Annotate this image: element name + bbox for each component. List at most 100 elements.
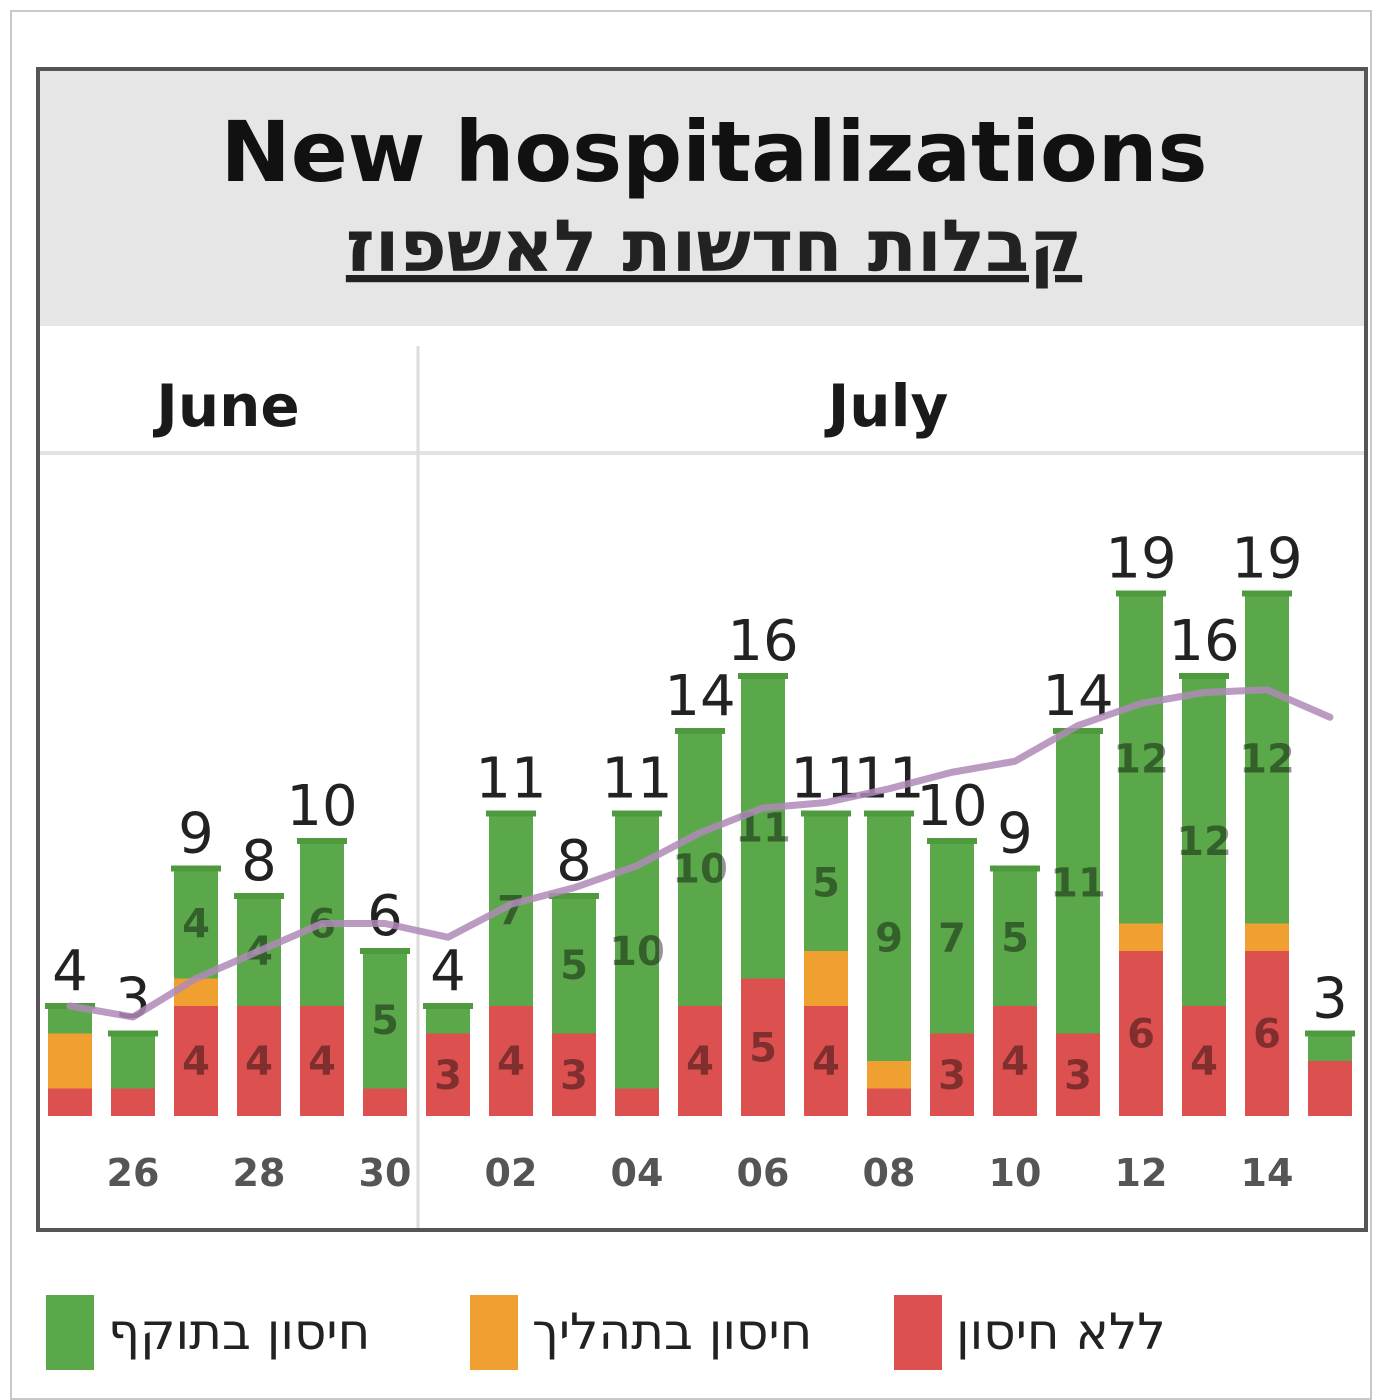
bar-vaccinated-15 <box>993 868 1037 1006</box>
bar-unvaccinated-0 <box>48 1088 92 1116</box>
bar-unvaccinated-19 <box>1245 951 1289 1116</box>
bar-unvaccinated-1 <box>111 1088 155 1116</box>
bar-cap-10 <box>675 728 725 734</box>
bar-value-unvaccinated-15: 4 <box>1001 1039 1029 1085</box>
legend-swatch-unvaccinated <box>894 1295 942 1370</box>
x-tick-06: 06 <box>737 1151 790 1195</box>
bar-total-15: 9 <box>997 802 1033 867</box>
bar-vaccinated-14 <box>930 841 974 1034</box>
bar-cap-11 <box>738 673 788 679</box>
bar-vaccinated-10 <box>678 731 722 1006</box>
bar-cap-3 <box>234 893 284 899</box>
bar-unvaccinated-12 <box>804 1006 848 1116</box>
bar-total-0: 4 <box>52 939 88 1004</box>
bar-cap-6 <box>423 1003 473 1009</box>
bar-vaccinated-19 <box>1245 593 1289 924</box>
bar-unvaccinated-11 <box>741 978 785 1116</box>
bar-value-unvaccinated-6: 3 <box>434 1053 462 1099</box>
bar-cap-13 <box>864 810 914 817</box>
bar-total-7: 11 <box>475 747 546 812</box>
figure-frame: New hospitalizations קבלות חדשות לאשפוז Ju… <box>10 10 1372 1400</box>
bar-value-unvaccinated-14: 3 <box>938 1053 966 1099</box>
bar-total-11: 16 <box>727 609 798 674</box>
bar-value-unvaccinated-11: 5 <box>749 1025 777 1071</box>
bar-total-17: 19 <box>1105 527 1176 592</box>
bar-vaccinated-1 <box>111 1033 155 1089</box>
bar-value-unvaccinated-19: 6 <box>1253 1012 1281 1058</box>
bar-unvaccinated-5 <box>363 1088 407 1116</box>
bar-value-unvaccinated-7: 4 <box>497 1039 525 1085</box>
bar-cap-9 <box>612 810 662 817</box>
x-tick-12: 12 <box>1115 1151 1168 1195</box>
bar-total-14: 10 <box>916 774 987 839</box>
bar-unvaccinated-9 <box>615 1088 659 1116</box>
bar-vaccinated-16 <box>1056 731 1100 1034</box>
bar-unvaccinated-8 <box>552 1033 596 1116</box>
bar-total-9: 11 <box>601 747 672 812</box>
bar-unvaccinated-13 <box>867 1088 911 1116</box>
bar-cap-15 <box>990 865 1040 872</box>
legend-swatch-vaccinated <box>46 1295 94 1370</box>
bar-cap-1 <box>108 1030 158 1037</box>
bar-vaccinated-8 <box>552 896 596 1034</box>
bar-value-vaccinated-8: 5 <box>560 943 588 989</box>
bar-unvaccinated-3 <box>237 1006 281 1116</box>
bar-total-3: 8 <box>241 829 277 894</box>
bar-total-6: 4 <box>430 939 466 1004</box>
bar-value-vaccinated-16: 11 <box>1050 860 1106 906</box>
bar-total-1: 3 <box>115 967 151 1032</box>
bar-total-10: 14 <box>664 664 735 729</box>
bar-value-unvaccinated-4: 4 <box>308 1039 336 1085</box>
legend-label-unvaccinated: ללא חיסון <box>956 1303 1166 1361</box>
x-tick-30: 30 <box>359 1151 412 1195</box>
bar-cap-14 <box>927 838 977 844</box>
bar-in-process-19 <box>1245 923 1289 951</box>
bar-total-4: 10 <box>286 774 357 839</box>
bar-vaccinated-11 <box>741 676 785 979</box>
bar-vaccinated-2 <box>174 868 218 979</box>
x-tick-28: 28 <box>233 1151 286 1195</box>
bar-cap-18 <box>1179 673 1229 679</box>
bar-unvaccinated-18 <box>1182 1006 1226 1116</box>
x-tick-10: 10 <box>989 1151 1042 1195</box>
bar-value-unvaccinated-12: 4 <box>812 1039 840 1085</box>
bar-vaccinated-5 <box>363 951 407 1089</box>
legend-swatch-in-process <box>470 1295 518 1370</box>
title-band <box>40 71 1364 326</box>
bar-in-process-17 <box>1119 923 1163 951</box>
bar-value-unvaccinated-3: 4 <box>245 1039 273 1085</box>
bar-vaccinated-6 <box>426 1006 470 1034</box>
bar-total-20: 3 <box>1312 967 1348 1032</box>
bar-vaccinated-18 <box>1182 676 1226 1006</box>
bar-in-process-13 <box>867 1061 911 1089</box>
bar-vaccinated-13 <box>867 813 911 1061</box>
bar-value-vaccinated-12: 5 <box>812 860 840 906</box>
bar-total-19: 19 <box>1231 527 1302 592</box>
bar-unvaccinated-17 <box>1119 951 1163 1116</box>
bar-value-vaccinated-9: 10 <box>609 929 665 975</box>
legend-label-in-process: חיסון בתהליך <box>532 1303 813 1361</box>
bar-unvaccinated-16 <box>1056 1033 1100 1116</box>
bar-unvaccinated-15 <box>993 1006 1037 1116</box>
bar-cap-20 <box>1305 1030 1355 1037</box>
bar-value-unvaccinated-16: 3 <box>1064 1053 1092 1099</box>
bar-cap-17 <box>1116 590 1166 597</box>
chart-area: New hospitalizations קבלות חדשות לאשפוז Ju… <box>36 67 1368 1232</box>
bar-total-5: 6 <box>367 884 403 949</box>
bar-unvaccinated-2 <box>174 1006 218 1116</box>
bar-in-process-0 <box>48 1033 92 1089</box>
bar-value-vaccinated-2: 4 <box>182 902 210 948</box>
bar-cap-5 <box>360 948 410 954</box>
bar-cap-7 <box>486 810 536 817</box>
bar-in-process-2 <box>174 978 218 1006</box>
trend-line <box>66 686 1334 1021</box>
bar-cap-2 <box>171 865 221 872</box>
bar-unvaccinated-4 <box>300 1006 344 1116</box>
bar-unvaccinated-6 <box>426 1033 470 1116</box>
bar-value-unvaccinated-10: 4 <box>686 1039 714 1085</box>
bar-value-unvaccinated-17: 6 <box>1127 1012 1155 1058</box>
bar-value-vaccinated-17: 12 <box>1113 737 1169 783</box>
bar-vaccinated-20 <box>1308 1033 1352 1061</box>
bar-cap-19 <box>1242 590 1292 597</box>
